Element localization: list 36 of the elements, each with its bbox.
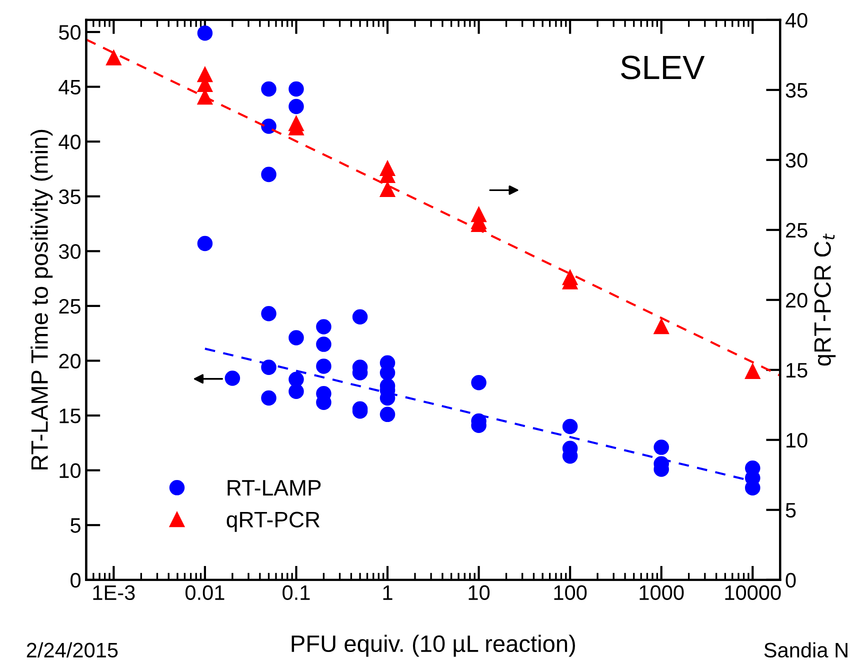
x-tick-label: 10 xyxy=(468,585,490,600)
y2-axis-title: qRT-PCR C$_{t}$ xyxy=(814,233,836,366)
y-tick-label: 5 xyxy=(70,518,80,533)
x-axis-title: PFU equiv. (10 µL reaction) xyxy=(292,634,575,657)
y-tick-label: 10 xyxy=(60,463,81,478)
text: 2/24/2015 xyxy=(26,642,118,658)
x-tick-label: 1 xyxy=(383,586,392,600)
text: Sandia N xyxy=(764,642,848,658)
y2-tick-label: 10 xyxy=(786,432,808,448)
x-tick-label: 1E-3 xyxy=(93,585,135,600)
y2-tick-label: 25 xyxy=(786,222,808,238)
legend-label: RT-LAMP xyxy=(228,480,321,496)
x-tick-label: 100 xyxy=(554,585,587,600)
x-tick-label: 10000 xyxy=(725,585,781,600)
y-tick-label: 35 xyxy=(58,189,80,204)
x-tick-label: 0.01 xyxy=(186,585,224,600)
y2-tick-label: 15 xyxy=(786,363,808,378)
legend-label: qRT-PCR xyxy=(226,512,320,532)
y2-tick-label: 40 xyxy=(785,12,808,28)
y2-tick-label: 5 xyxy=(786,503,796,518)
y-tick-label: 30 xyxy=(58,244,81,259)
y2-tick-label: 0 xyxy=(786,572,796,588)
y-tick-label: 25 xyxy=(59,298,80,314)
y2-tick-label: 35 xyxy=(786,82,808,98)
y-tick-label: 0 xyxy=(70,572,81,588)
y-tick-label: 15 xyxy=(60,408,80,424)
x-tick-label: 1000 xyxy=(640,585,684,600)
annotation: SLEV xyxy=(621,56,705,80)
y-axis-title: RT-LAMP Time to positivity (min) xyxy=(30,130,53,470)
y2-tick-label: 30 xyxy=(786,152,808,168)
y-tick-label: 45 xyxy=(58,80,80,95)
y-tick-label: 50 xyxy=(59,25,81,40)
x-tick-label: 0.1 xyxy=(282,585,310,600)
y-tick-label: 20 xyxy=(59,354,81,368)
y2-tick-label: 20 xyxy=(786,292,808,308)
y-tick-label: 40 xyxy=(58,134,81,150)
